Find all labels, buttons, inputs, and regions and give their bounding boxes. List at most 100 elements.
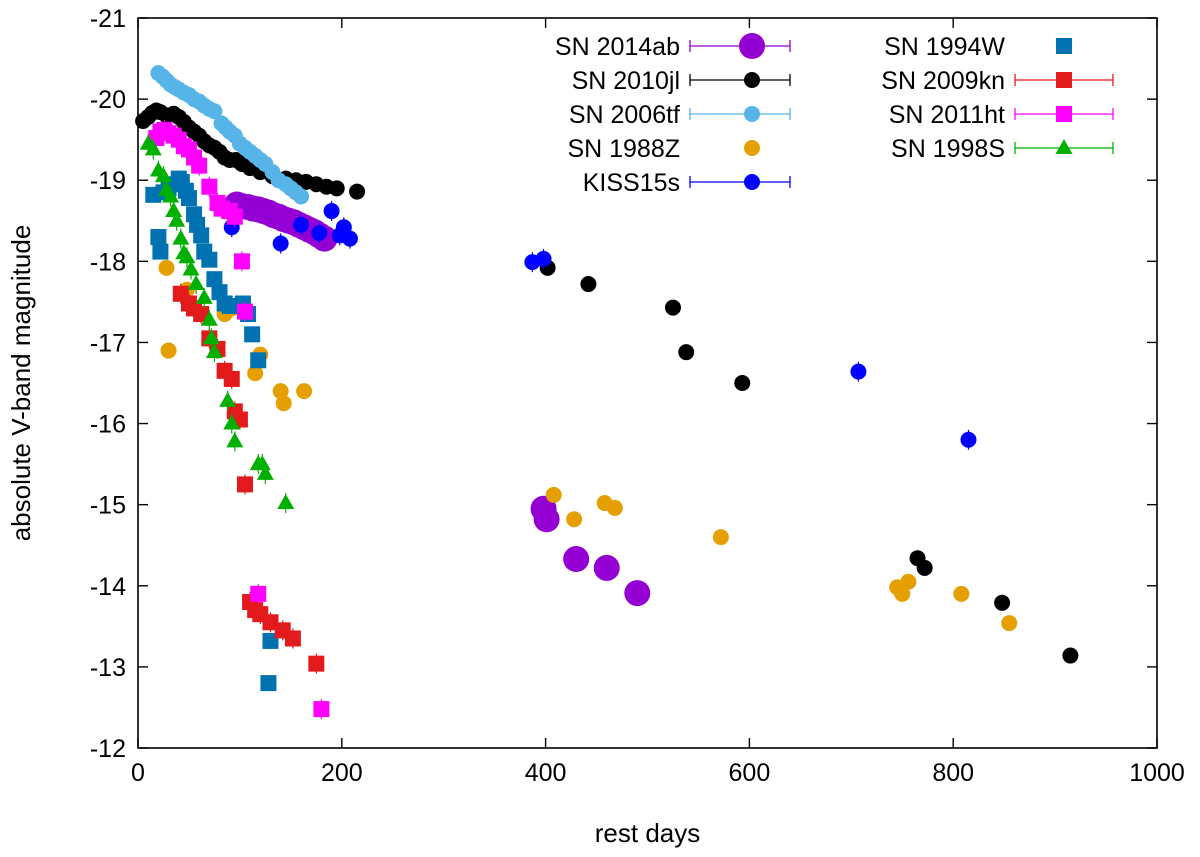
series-sn-1994w [145,170,279,692]
data-point [201,251,218,268]
data-point [236,476,253,493]
legend-marker [1056,72,1072,88]
y-tick-label: -12 [90,735,126,763]
plot-marks [135,65,1079,720]
x-tick-label: 1000 [1129,759,1185,787]
data-point [168,211,186,227]
legend-item-sn-1994w: SN 1994W [884,33,1072,61]
data-point [960,431,977,448]
data-point [206,103,223,120]
data-point [223,414,241,430]
data-point [150,229,167,245]
legend-item-sn-2010jl: SN 2010jl [572,67,791,95]
data-point [182,260,200,276]
legend-label: SN 1998S [891,135,1005,163]
data-point [260,675,277,692]
data-point [162,187,180,203]
series-sn-1998s [139,133,295,514]
data-point [894,585,911,602]
legend-label: SN 2010jl [572,67,680,95]
legend-item-sn-1988z: SN 1988Z [567,135,760,163]
data-point [172,229,190,245]
x-axis: 0 200 400 600 800 1000 [131,18,1185,787]
data-point [900,573,917,590]
data-point [277,494,295,510]
legend-marker [744,140,760,156]
legend-label: SN 2006tf [569,101,680,129]
data-point [678,344,695,361]
data-point [994,594,1011,611]
data-point [193,227,210,244]
data-point [349,183,366,200]
data-point [219,391,237,407]
data-point [160,342,177,359]
data-point [916,559,933,576]
legend-label: SN 1994W [884,33,1005,61]
data-point [533,506,560,533]
data-point [593,554,620,581]
data-point [187,275,205,291]
data-point [244,326,261,343]
series-sn-2011ht [148,119,330,720]
legend-item-sn-2011ht: SN 2011ht [889,101,1114,129]
legend-marker [1055,139,1073,154]
series-sn-1988z [158,259,1018,632]
data-point [191,157,208,174]
data-point [545,486,562,503]
data-point [566,511,583,528]
legend-label: SN 2009kn [881,67,1005,95]
data-point [734,375,751,391]
legend-marker [739,33,765,59]
data-point [250,352,267,369]
data-point [201,178,218,195]
data-point [1062,647,1079,664]
data-point [624,580,651,607]
legend-item-sn-2014ab: SN 2014ab [555,33,791,61]
legend-marker [1056,106,1072,122]
data-point [323,203,340,220]
data-point [253,455,271,471]
legend-label: KISS15s [583,169,680,197]
data-point [247,365,264,382]
data-point [580,276,597,293]
data-point [223,370,240,387]
data-point [284,630,301,647]
data-point [233,253,250,270]
legend-marker [744,106,760,122]
data-point [293,188,310,205]
data-point [850,363,867,380]
y-tick-label: -16 [90,411,126,439]
y-tick-label: -20 [90,86,126,114]
y-tick-label: -14 [90,573,126,601]
x-tick-label: 0 [131,759,145,787]
y-tick-label: -18 [90,248,126,276]
y-axis-label: absolute V-band magnitude [6,225,36,542]
series-sn-2006tf [150,65,310,205]
data-point [341,230,358,247]
legend-label: SN 2014ab [555,33,680,61]
legend-item-kiss15s: KISS15s [583,169,791,197]
data-point [272,235,289,252]
data-point [328,180,345,197]
data-point [165,202,183,218]
data-point [563,546,590,573]
data-point [311,224,328,241]
data-point [262,632,279,649]
legend-marker [744,174,760,190]
x-tick-label: 400 [525,759,567,787]
legend-label: SN 1988Z [567,135,680,163]
data-point [272,383,289,400]
legend: SN 2014ab SN 2010jl SN 2006tf SN 1988Z KISS1… [555,33,1114,197]
data-point [221,297,238,314]
y-tick-label: -15 [90,492,126,520]
legend-marker [744,72,760,88]
data-point [664,299,681,316]
x-tick-label: 600 [729,759,771,787]
data-point [200,310,218,326]
plot-frame [137,17,1158,749]
y-tick-label: -19 [90,167,126,195]
y-tick-label: -21 [90,5,126,33]
data-point [202,329,220,345]
y-axis: -21 -20 -19 -18 -17 -16 -15 -14 -13 -12 [90,5,1157,763]
